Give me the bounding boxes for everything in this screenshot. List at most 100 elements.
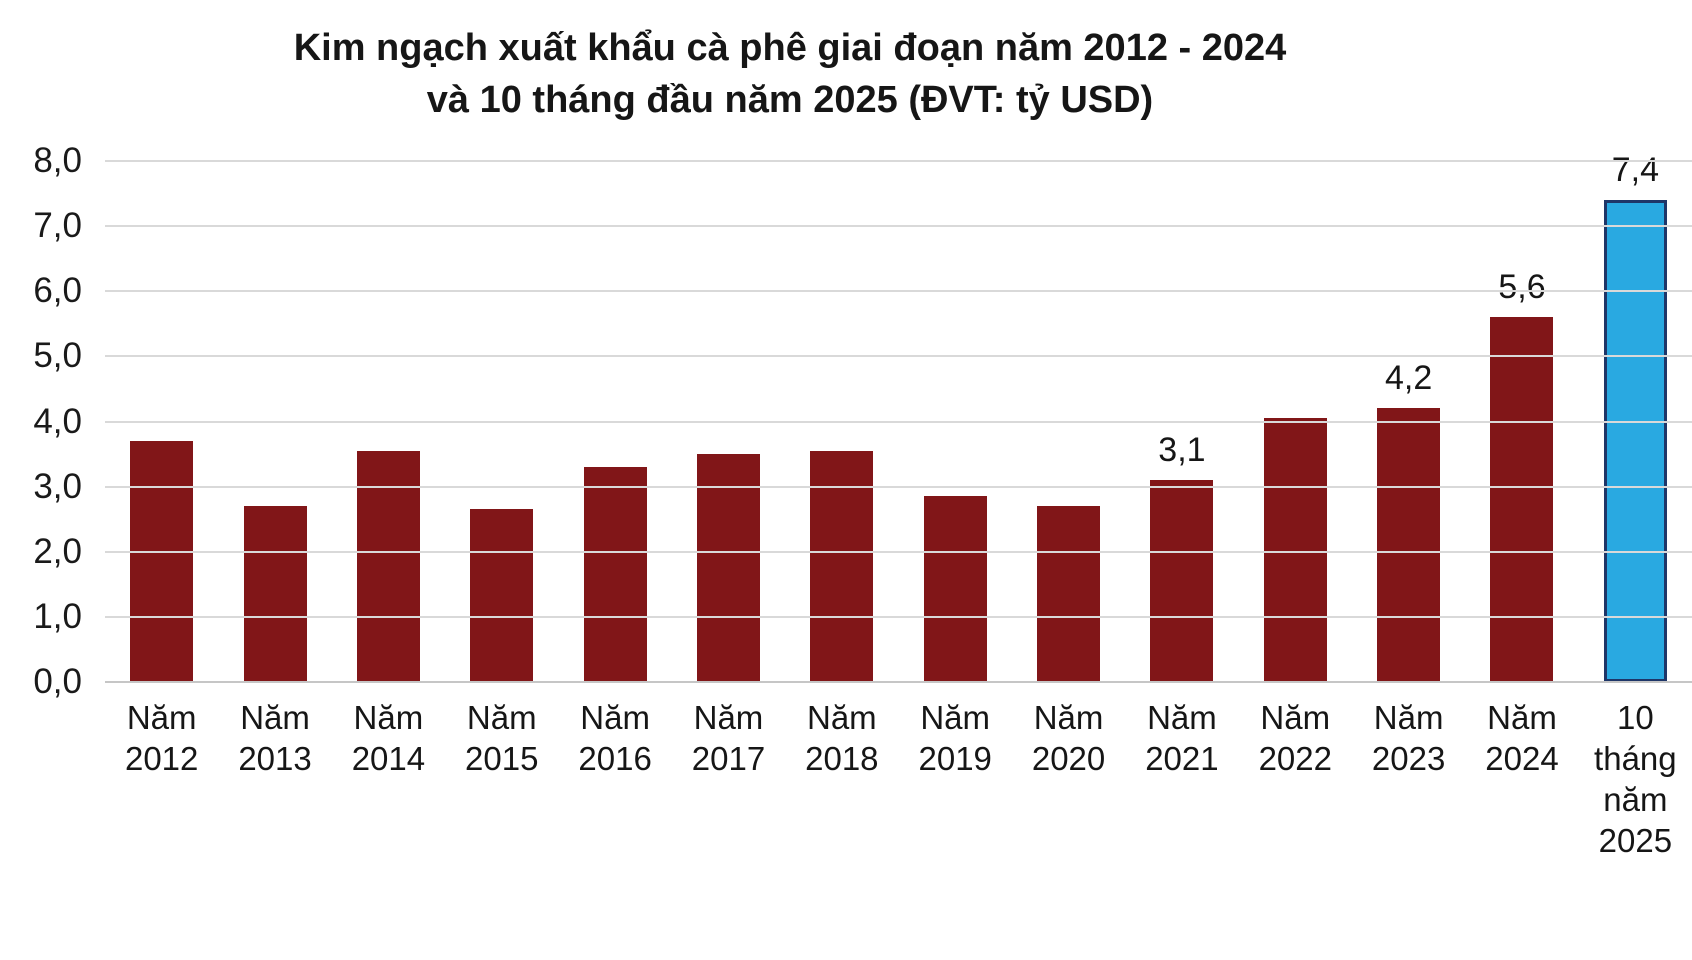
bar-slot [672, 161, 785, 682]
y-tick-label: 2,0 [33, 531, 82, 571]
gridline [105, 225, 1692, 228]
bar-năm-2023 [1377, 408, 1441, 682]
gridline [105, 290, 1692, 293]
bar-năm-2022 [1263, 418, 1327, 682]
bar-slot [1239, 161, 1352, 682]
gridline [105, 160, 1692, 162]
bar-series: 3,1 4,2 5,6 7,4 [105, 151, 1692, 682]
x-tick-line: năm [1603, 781, 1668, 818]
bar-slot: 5,6 [1465, 161, 1578, 682]
bar-năm-2017 [696, 454, 760, 682]
bar-slot [332, 161, 445, 682]
x-tick-label: Năm 2014 [332, 697, 445, 861]
x-tick-label: Năm 2023 [1352, 697, 1465, 861]
y-axis: 8,0 7,0 6,0 5,0 4,0 3,0 2,0 1,0 0,0 [0, 141, 92, 701]
bar-10-tháng-năm-2025 [1603, 200, 1667, 682]
x-tick-label: Năm 2017 [672, 697, 785, 861]
value-label: 7,4 [1611, 151, 1659, 190]
gridline [105, 485, 1692, 488]
bar-năm-2020 [1037, 506, 1101, 682]
y-tick-label: 5,0 [33, 336, 82, 376]
bar-năm-2019 [923, 496, 987, 682]
x-tick-line: 2016 [578, 740, 652, 777]
bar-slot [558, 161, 671, 682]
x-tick-line: Năm [1373, 699, 1444, 736]
y-tick-label: 6,0 [33, 271, 82, 311]
x-tick-label: Năm 2019 [899, 697, 1012, 861]
x-tick-line: 2022 [1258, 740, 1332, 777]
bar-năm-2024 [1490, 317, 1554, 682]
x-tick-line: 10 [1616, 699, 1654, 736]
x-tick-line: tháng [1594, 740, 1677, 777]
x-tick-line: Năm [1147, 699, 1217, 736]
y-tick-label: 8,0 [33, 141, 82, 180]
bar-slot [1012, 161, 1125, 682]
x-tick-line: Năm [920, 699, 991, 736]
bar-slot: 7,4 [1579, 151, 1692, 682]
x-tick-line: Năm [353, 699, 424, 736]
x-tick-line: 2019 [918, 740, 992, 777]
x-tick-label: Năm 2013 [218, 697, 331, 861]
x-tick-label: Năm 2021 [1125, 697, 1238, 861]
bar-slot: 3,1 [1125, 161, 1238, 682]
x-tick-line: 2014 [351, 740, 426, 777]
bar-slot [105, 161, 218, 682]
gridline [105, 681, 1692, 683]
x-tick-label: Năm 2022 [1239, 697, 1352, 861]
x-tick-line: 2025 [1598, 822, 1673, 859]
bar-năm-2016 [583, 467, 647, 682]
x-tick-line: Năm [580, 699, 650, 736]
x-tick-label: Năm 2015 [445, 697, 558, 861]
x-tick-line: Năm [466, 699, 537, 736]
x-tick-line: Năm [806, 699, 877, 736]
plot-area: 3,1 4,2 5,6 7,4 [105, 151, 1692, 683]
bar-năm-2015 [470, 509, 534, 682]
bar-slot [899, 161, 1012, 682]
x-tick-line: 2024 [1485, 740, 1559, 777]
gridline [105, 615, 1692, 618]
bar-slot [785, 161, 898, 682]
bar-năm-2012 [130, 441, 194, 682]
y-tick-label: 7,0 [33, 206, 82, 246]
x-tick-line: 2012 [124, 740, 199, 777]
x-tick-label: Năm 2020 [1012, 697, 1125, 861]
bar-năm-2013 [243, 506, 307, 682]
x-tick-line: Năm [1487, 699, 1557, 736]
x-tick-line: Năm [1260, 699, 1331, 736]
y-tick-label: 0,0 [33, 662, 82, 701]
x-tick-label: Năm 2024 [1465, 697, 1578, 861]
x-tick-label: Năm 2012 [105, 697, 218, 861]
x-tick-line: 2013 [238, 740, 312, 777]
x-tick-line: 2023 [1371, 740, 1446, 777]
chart-title: Kim ngạch xuất khẩu cà phê giai đoạn năm… [0, 22, 1580, 126]
y-tick-label: 1,0 [33, 596, 82, 636]
bar-slot [218, 161, 331, 682]
bar-slot: 4,2 [1352, 161, 1465, 682]
bar-năm-2014 [356, 450, 420, 682]
bar-năm-2021 [1150, 480, 1214, 682]
x-tick-line: 2018 [805, 740, 879, 777]
chart-title-line1: Kim ngạch xuất khẩu cà phê giai đoạn năm… [293, 27, 1287, 69]
x-tick-line: 2020 [1031, 740, 1106, 777]
bar-năm-2018 [810, 450, 874, 682]
y-tick-label: 3,0 [33, 466, 82, 506]
chart-title-line2: và 10 tháng đầu năm 2025 (ĐVT: tỷ USD) [426, 79, 1154, 121]
x-tick-line: Năm [126, 699, 197, 736]
x-axis: Năm 2012 Năm 2013 Năm 2014 Năm 2015 Năm 2016 Năm 20… [105, 697, 1692, 861]
gridline [105, 550, 1692, 553]
y-tick-label: 4,0 [33, 401, 82, 441]
gridline [105, 355, 1692, 358]
x-tick-label: 10 tháng năm 2025 [1579, 697, 1692, 861]
x-tick-line: Năm [1033, 699, 1104, 736]
x-tick-label: Năm 2016 [558, 697, 671, 861]
x-tick-line: Năm [240, 699, 310, 736]
x-tick-line: 2017 [691, 740, 766, 777]
value-label: 5,6 [1498, 268, 1546, 307]
x-tick-line: 2015 [465, 740, 539, 777]
x-tick-label: Năm 2018 [785, 697, 898, 861]
value-label: 4,2 [1385, 359, 1433, 398]
bar-slot [445, 161, 558, 682]
x-tick-line: Năm [693, 699, 764, 736]
gridline [105, 420, 1692, 423]
